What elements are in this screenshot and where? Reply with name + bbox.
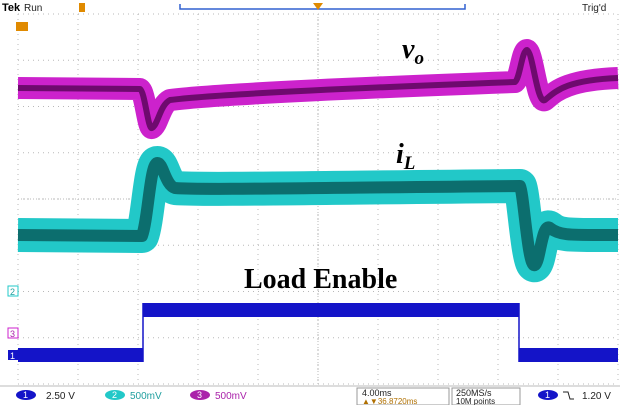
ch-marker-label: 1 bbox=[10, 351, 15, 361]
oscilloscope-screen: Tek Run Trig'd vo iL Load Enable 2 3 1 1… bbox=[0, 0, 620, 405]
record-length: 10M points bbox=[456, 397, 495, 405]
ch-marker-label: 3 bbox=[10, 329, 15, 339]
ch1-scale: 2.50 V bbox=[46, 391, 75, 402]
enable-high bbox=[143, 303, 519, 317]
trigger-position-marker bbox=[79, 3, 85, 12]
ch2-scale: 500mV bbox=[130, 391, 162, 402]
vo-base: v bbox=[402, 34, 415, 65]
ch1-number: 1 bbox=[23, 390, 28, 400]
brand: Tek bbox=[2, 2, 21, 14]
il-sub: L bbox=[403, 153, 416, 174]
ch2-number: 2 bbox=[112, 390, 117, 400]
enable-low bbox=[18, 348, 143, 362]
ch-marker-label: 2 bbox=[10, 287, 15, 297]
load-enable-label: Load Enable bbox=[244, 264, 397, 295]
enable-low bbox=[519, 348, 618, 362]
position: ▲▼36.8720ms bbox=[362, 397, 417, 405]
trigger-state: Trig'd bbox=[582, 3, 606, 14]
trigger-source: 1 bbox=[545, 390, 550, 400]
vo-sub: o bbox=[414, 48, 424, 69]
ch3-number: 3 bbox=[197, 390, 202, 400]
trigger-level-marker bbox=[16, 22, 28, 31]
run-status: Run bbox=[24, 3, 42, 14]
ch3-scale: 500mV bbox=[215, 391, 247, 402]
trigger-level: 1.20 V bbox=[582, 391, 611, 402]
page: {"header": {"brand": "Tek", "status": "R… bbox=[0, 0, 620, 405]
